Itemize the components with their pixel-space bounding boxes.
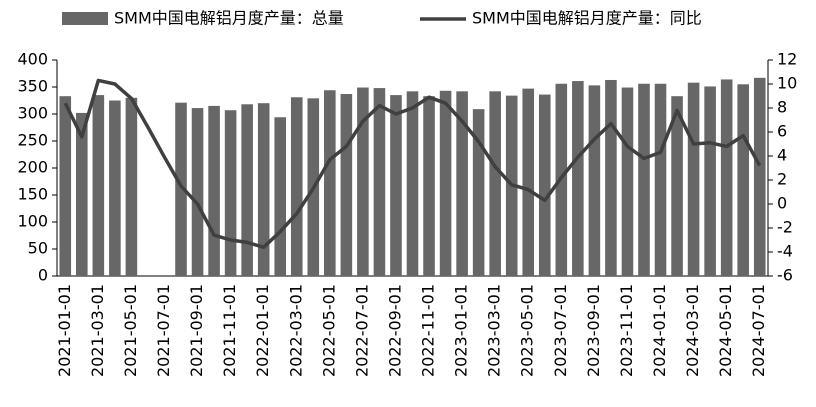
y-tick-label: 50 — [28, 239, 48, 258]
bar — [753, 77, 766, 276]
y2-tick-label: 2 — [777, 170, 787, 189]
bar — [472, 109, 485, 276]
bar — [572, 81, 584, 276]
y2-tick-label: -4 — [777, 242, 793, 261]
y2-tick-label: 8 — [777, 98, 787, 117]
x-tick-label: 2021-11-01 — [220, 284, 239, 377]
legend-swatch — [62, 12, 108, 25]
bar — [208, 105, 220, 277]
x-tick-label: 2021-01-01 — [55, 284, 74, 377]
bar — [191, 108, 204, 276]
y2-tick-label: 12 — [777, 50, 797, 69]
x-tick-label: 2022-01-01 — [253, 284, 272, 377]
y-tick-label: 250 — [17, 131, 48, 150]
bar — [290, 97, 303, 276]
x-tick-label: 2024-03-01 — [683, 284, 702, 377]
y-tick-label: 0 — [38, 266, 48, 285]
bar — [324, 90, 336, 277]
legend-label: SMM中国电解铝月度产量：同比 — [472, 9, 702, 28]
y2-tick-label: 0 — [777, 194, 787, 213]
bar — [76, 112, 88, 276]
bar — [92, 95, 105, 276]
bar — [274, 117, 287, 277]
y2-tick-label: -6 — [777, 266, 793, 285]
bar — [588, 85, 601, 276]
bar — [257, 103, 270, 276]
bar — [654, 83, 667, 276]
y-tick-label: 300 — [17, 104, 48, 123]
y-tick-label: 100 — [17, 212, 48, 231]
y2-tick-label: 4 — [777, 146, 787, 165]
x-tick-label: 2022-07-01 — [352, 284, 371, 377]
bar — [109, 100, 121, 276]
bar — [125, 97, 138, 276]
bar — [720, 79, 733, 276]
x-tick-label: 2021-07-01 — [154, 284, 173, 377]
x-tick-label: 2023-09-01 — [584, 284, 603, 377]
bar — [439, 90, 452, 276]
bar — [423, 96, 435, 277]
x-tick-label: 2022-05-01 — [319, 284, 338, 377]
bar — [704, 86, 716, 277]
bar — [59, 96, 72, 277]
x-tick-label: 2021-03-01 — [88, 284, 107, 377]
bar — [241, 104, 253, 276]
bar — [224, 110, 237, 276]
bar — [390, 95, 402, 276]
line — [63, 78, 762, 249]
bar — [373, 88, 386, 276]
bar — [175, 102, 187, 276]
bar — [357, 87, 369, 276]
x-tick-label: 2021-05-01 — [121, 284, 140, 377]
x-tick-label: 2023-05-01 — [518, 284, 537, 377]
bar — [638, 83, 650, 276]
x-tick-label: 2021-09-01 — [187, 284, 206, 377]
y-tick-label: 400 — [17, 50, 48, 69]
bar — [522, 88, 535, 277]
bar — [406, 91, 419, 276]
x-tick-label: 2023-03-01 — [485, 284, 504, 377]
y-tick-label: 150 — [17, 185, 48, 204]
bar — [605, 79, 617, 276]
bar — [687, 82, 700, 277]
x-tick-label: 2023-11-01 — [617, 284, 636, 377]
x-tick-label: 2023-01-01 — [452, 284, 471, 377]
bar — [489, 91, 501, 276]
bar — [671, 96, 683, 277]
bar — [340, 94, 353, 277]
x-tick-label: 2022-11-01 — [419, 284, 438, 377]
legend-label: SMM中国电解铝月度产量：总量 — [114, 9, 344, 28]
y-tick-label: 200 — [17, 158, 48, 177]
x-tick-label: 2023-07-01 — [551, 284, 570, 377]
x-tick-label: 2024-05-01 — [716, 284, 735, 377]
x-tick-label: 2022-09-01 — [385, 284, 404, 377]
x-tick-label: 2024-07-01 — [749, 284, 768, 377]
y2-tick-label: -2 — [777, 218, 793, 237]
y-tick-label: 350 — [17, 77, 48, 96]
bar — [737, 84, 749, 276]
bar — [538, 94, 551, 276]
bar — [621, 87, 634, 276]
y2-tick-label: 6 — [777, 122, 787, 141]
bar — [456, 91, 468, 276]
x-tick-label: 2022-03-01 — [286, 284, 305, 377]
y2-tick-label: 10 — [777, 74, 797, 93]
x-tick-label: 2024-01-01 — [650, 284, 669, 377]
